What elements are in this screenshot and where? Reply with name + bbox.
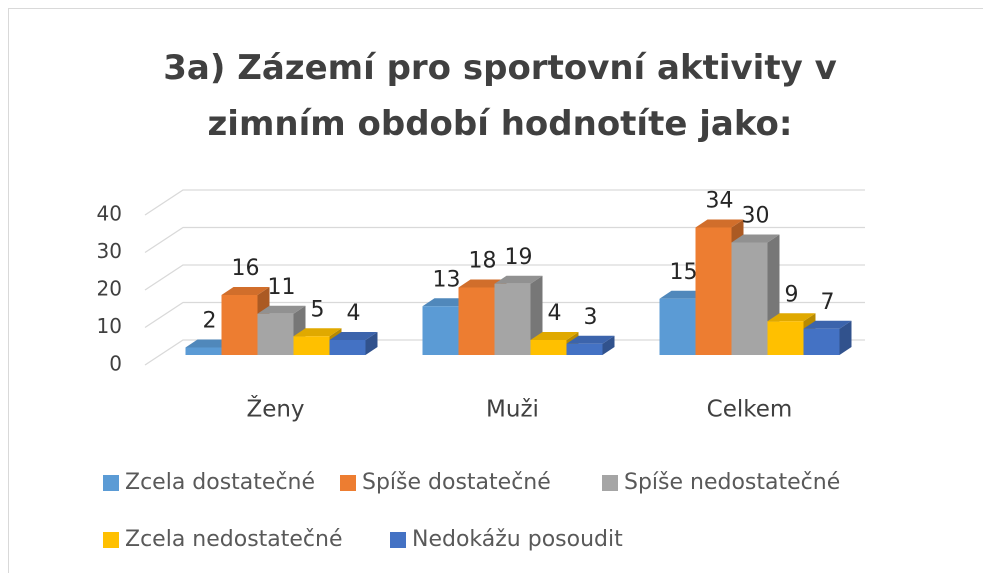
grid-line: [144, 301, 865, 329]
y-tick-label: 10: [97, 314, 122, 338]
bar-front: [731, 242, 768, 355]
bar-top: [695, 219, 744, 228]
y-tick-label: 20: [97, 277, 122, 301]
grid-line: [144, 339, 865, 366]
chart-title: 3a) Zázemí pro sportovní aktivity v zimn…: [163, 48, 837, 144]
bar-front: [329, 340, 366, 355]
data-label: 7: [821, 290, 835, 315]
bar-side: [602, 335, 615, 355]
bar-front: [566, 343, 603, 355]
x-tick-label: Muži: [486, 397, 539, 423]
bar-front: [257, 313, 294, 355]
data-label: 11: [268, 275, 296, 300]
bar-side: [365, 332, 378, 355]
bar-front: [422, 306, 459, 355]
data-label: 16: [232, 256, 260, 281]
data-label: 4: [347, 301, 361, 326]
bar-front: [293, 336, 330, 355]
y-tick-label: 30: [97, 239, 122, 263]
y-tick-label: 0: [109, 352, 122, 376]
legend-swatch: [390, 532, 406, 548]
grid-line: [144, 264, 865, 291]
bar-top: [566, 335, 615, 344]
x-tick-label: Celkem: [707, 397, 793, 423]
legend-label: Spíše dostatečné: [362, 470, 551, 495]
bar-top: [221, 287, 270, 295]
bar: [803, 320, 852, 355]
legend-label: Zcela nedostatečné: [125, 527, 343, 552]
bar-top: [731, 234, 780, 243]
bar-front: [659, 298, 696, 355]
bar-front: [185, 347, 222, 355]
data-label: 18: [469, 249, 497, 274]
grid-line: [144, 189, 865, 216]
data-label: 4: [548, 301, 562, 326]
bar-front: [221, 295, 258, 355]
bar-top: [257, 305, 306, 314]
bar: [566, 335, 615, 355]
data-label: 19: [505, 245, 533, 270]
data-label: 3: [584, 305, 598, 330]
bar: [731, 234, 780, 355]
bar-top: [803, 320, 852, 329]
legend-swatch: [103, 475, 119, 491]
data-label: 5: [311, 297, 325, 322]
data-label: 15: [670, 260, 698, 285]
bar-top: [530, 332, 579, 340]
legend-label: Nedokážu posoudit: [412, 527, 623, 552]
bar-front: [695, 227, 732, 355]
bar-front: [803, 328, 840, 355]
bar-top: [494, 275, 543, 284]
bar-top: [767, 313, 816, 322]
bar: [329, 332, 378, 355]
x-tick-label: Ženy: [246, 395, 304, 423]
legend-swatch: [103, 532, 119, 548]
data-label: 13: [433, 267, 461, 292]
data-label: 34: [706, 189, 734, 214]
grid-line: [144, 226, 865, 254]
bar-front: [494, 283, 531, 355]
bar-top: [329, 332, 378, 340]
data-label: 30: [742, 204, 770, 229]
legend-swatch: [602, 475, 618, 491]
legend-label: Spíše nedostatečné: [624, 470, 840, 495]
legend-swatch: [340, 475, 356, 491]
bar-top: [293, 328, 342, 337]
bar-front: [530, 340, 567, 355]
legend-label: Zcela dostatečné: [125, 470, 315, 495]
bar-front: [458, 287, 495, 355]
chart-frame: [8, 8, 983, 573]
bar: [257, 305, 306, 355]
bar-front: [767, 321, 804, 355]
y-tick-label: 40: [97, 202, 122, 226]
data-label: 2: [203, 309, 217, 334]
data-label: 9: [785, 282, 799, 307]
bar-side: [839, 320, 852, 355]
